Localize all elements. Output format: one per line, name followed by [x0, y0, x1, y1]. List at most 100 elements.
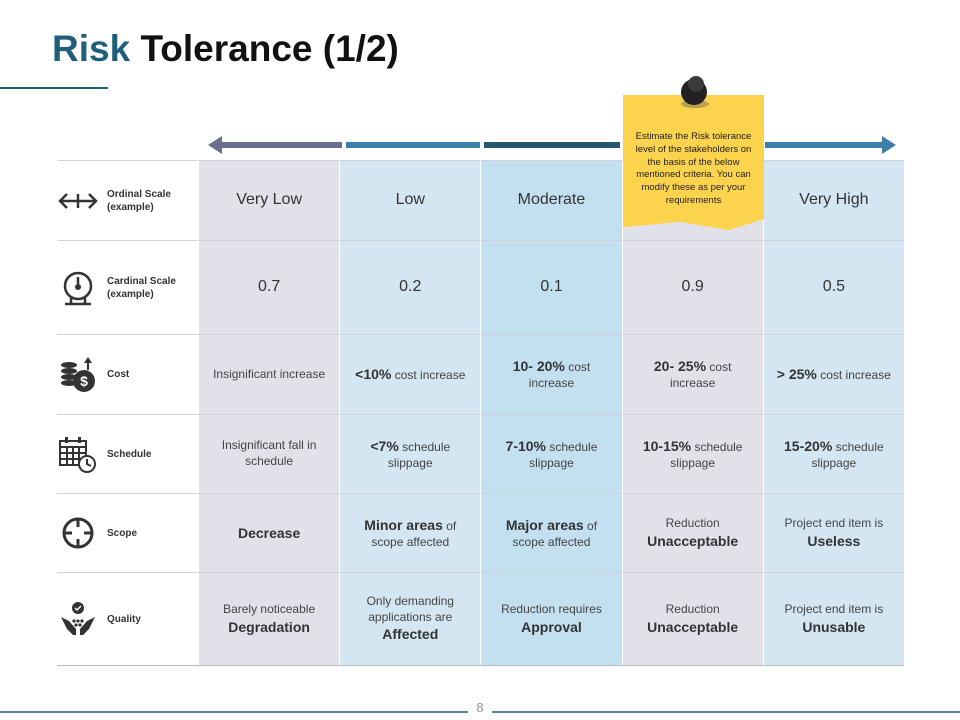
- cell-text: Barely noticeable Degradation: [207, 602, 331, 636]
- cell: 15-20% schedule slippage: [762, 414, 904, 493]
- cell: 0.7: [198, 240, 340, 334]
- cell: <7% schedule slippage: [339, 414, 481, 493]
- cell-run: Project end item is: [784, 515, 884, 530]
- cell: Only demanding applications are Affected: [339, 572, 481, 665]
- row-label: Scope: [57, 493, 198, 572]
- cell-text: 7-10% schedule slippage: [489, 437, 613, 471]
- cell: 10- 20% cost increase: [480, 334, 622, 414]
- cell: Project end item is Unusable: [762, 572, 904, 665]
- cell-run: cost increase: [820, 368, 891, 383]
- cell-run: Only demanding applications are: [366, 594, 454, 624]
- cell: 0.5: [762, 240, 904, 334]
- cell-run: cost increase: [669, 360, 732, 390]
- cell-text: Decrease: [238, 524, 300, 543]
- cell-run: Project end item is: [784, 601, 884, 616]
- cell-strong: 15-20%: [784, 437, 833, 454]
- cell: Insignificant fall in schedule: [198, 414, 340, 493]
- row-label: $ Cost: [57, 334, 198, 414]
- cell-run: schedule slippage: [811, 439, 884, 470]
- pin: [681, 76, 709, 108]
- cell-strong: Minor areas: [364, 516, 443, 533]
- cell-run: of scope affected: [512, 518, 598, 549]
- cell-text: Reduction Unacceptable: [631, 516, 755, 550]
- row-label-text: Schedule: [107, 448, 152, 460]
- icon-quality: [61, 602, 95, 635]
- title-accent: Risk: [52, 28, 131, 69]
- row-label: Schedule: [57, 414, 198, 493]
- cell-text: Project end item is Unusable: [772, 602, 896, 636]
- cell-run: Moderate: [517, 191, 586, 209]
- cell: 0.2: [339, 240, 481, 334]
- cell: Very Low: [198, 160, 340, 240]
- cell: Decrease: [198, 493, 340, 572]
- cell: 20- 25% cost increase: [621, 334, 763, 414]
- cell-strong: 20- 25%: [653, 358, 707, 375]
- cell-strong: 7-10%: [505, 437, 546, 454]
- cell-value: 0.7: [257, 278, 281, 296]
- cell-text: Moderate: [518, 190, 586, 211]
- cell: Major areas of scope affected: [480, 493, 622, 572]
- icon-cardinal: [63, 271, 93, 305]
- cell-strong: <7%: [370, 437, 399, 454]
- cell-strong: Major areas: [505, 516, 584, 533]
- title-rest: Tolerance (1/2): [140, 28, 399, 69]
- cell-strong: Unusable: [802, 618, 866, 635]
- cell-text: Only demanding applications are Affected: [348, 594, 472, 644]
- cell-run: Low: [395, 191, 425, 209]
- cell: 0.9: [621, 240, 763, 334]
- cell-text: 0.9: [682, 277, 704, 298]
- cell-run: Very Low: [236, 191, 302, 209]
- cell-run: Very High: [799, 191, 869, 209]
- cell: Moderate: [480, 160, 622, 240]
- cell-run: cost increase: [394, 368, 466, 383]
- cell-strong: Unacceptable: [647, 618, 739, 635]
- cell: Very High: [762, 160, 904, 240]
- cell-strong: Degradation: [228, 618, 310, 635]
- cell: Insignificant increase: [198, 334, 340, 414]
- cell-text: 0.5: [823, 277, 845, 298]
- svg-text:$: $: [80, 373, 88, 389]
- cell-text: Insignificant fall in schedule: [207, 438, 331, 469]
- cell-value: 0.2: [399, 278, 422, 296]
- cell-strong: Unacceptable: [647, 532, 739, 549]
- note-text: Estimate the Risk tolerance level of the…: [635, 131, 752, 207]
- cell-text: Very High: [799, 190, 868, 211]
- cell-value: 0.5: [822, 278, 845, 296]
- cell-text: 0.1: [540, 277, 562, 298]
- cell-strong: Approval: [521, 618, 582, 635]
- cell-value: 0.9: [681, 278, 704, 296]
- icon-scope: [62, 517, 94, 549]
- row-label: Cardinal Scale (example): [57, 240, 198, 334]
- cell: Minor areas of scope affected: [339, 493, 481, 572]
- cell-strong: Useless: [807, 532, 861, 549]
- cell-strong: Decrease: [237, 524, 301, 541]
- cell-run: Reduction: [665, 515, 720, 530]
- row-label-text: Cost: [107, 369, 130, 380]
- cell-text: Very Low: [236, 190, 302, 211]
- cell-run: Barely noticeable: [223, 601, 316, 616]
- cell: 10-15% schedule slippage: [621, 414, 763, 493]
- cell-run: Insignificant increase: [213, 366, 326, 381]
- cell-text: <10% cost increase: [355, 365, 465, 384]
- cell: > 25% cost increase: [762, 334, 904, 414]
- title: Risk Tolerance (1/2): [52, 28, 399, 70]
- cell-text: 15-20% schedule slippage: [772, 437, 896, 471]
- sticky-note: Estimate the Risk tolerance level of the…: [623, 95, 764, 230]
- row-label-text: Ordinal Scale (example): [107, 188, 171, 213]
- cell-text: <7% schedule slippage: [348, 437, 472, 471]
- cell-strong: 10-15%: [642, 437, 692, 454]
- row-label: Quality: [57, 572, 198, 665]
- cell-text: Reduction Unacceptable: [631, 602, 755, 636]
- cell-run: of scope affected: [371, 518, 457, 549]
- cell-run: schedule slippage: [387, 439, 451, 470]
- cell: Project end item is Useless: [762, 493, 904, 572]
- cell-text: Project end item is Useless: [772, 516, 896, 550]
- cell-text: Major areas of scope affected: [489, 516, 613, 550]
- cell: 7-10% schedule slippage: [480, 414, 622, 493]
- cell-text: Reduction requires Approval: [489, 602, 613, 636]
- cell-strong: <10%: [355, 366, 392, 383]
- cell: Reduction requires Approval: [480, 572, 622, 665]
- cell-strong: > 25%: [776, 366, 817, 383]
